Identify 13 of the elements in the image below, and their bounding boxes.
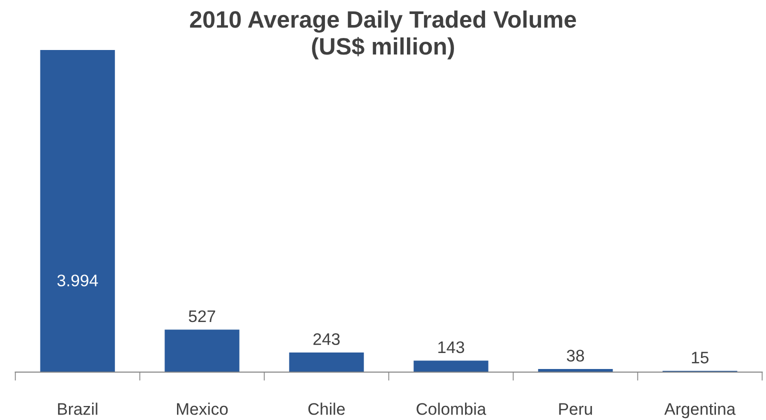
x-tick-label: Chile [308,402,345,415]
data-label: 15 [692,352,709,364]
x-tick-label: Colombia [416,402,486,415]
x-tick-label: Peru [559,403,592,415]
data-label: 243 [313,333,340,346]
x-tick-label: Argentina [664,402,736,418]
chart-title: 2010 Average Daily Traded Volume (US$ million) [190,10,576,60]
data-label: 527 [188,310,216,322]
data-label: 143 [438,341,464,354]
data-label: 3.994 [57,274,98,286]
data-label: 38 [566,350,584,362]
x-tick-label: Mexico [177,402,228,415]
x-tick-label: Brazil [58,402,98,415]
